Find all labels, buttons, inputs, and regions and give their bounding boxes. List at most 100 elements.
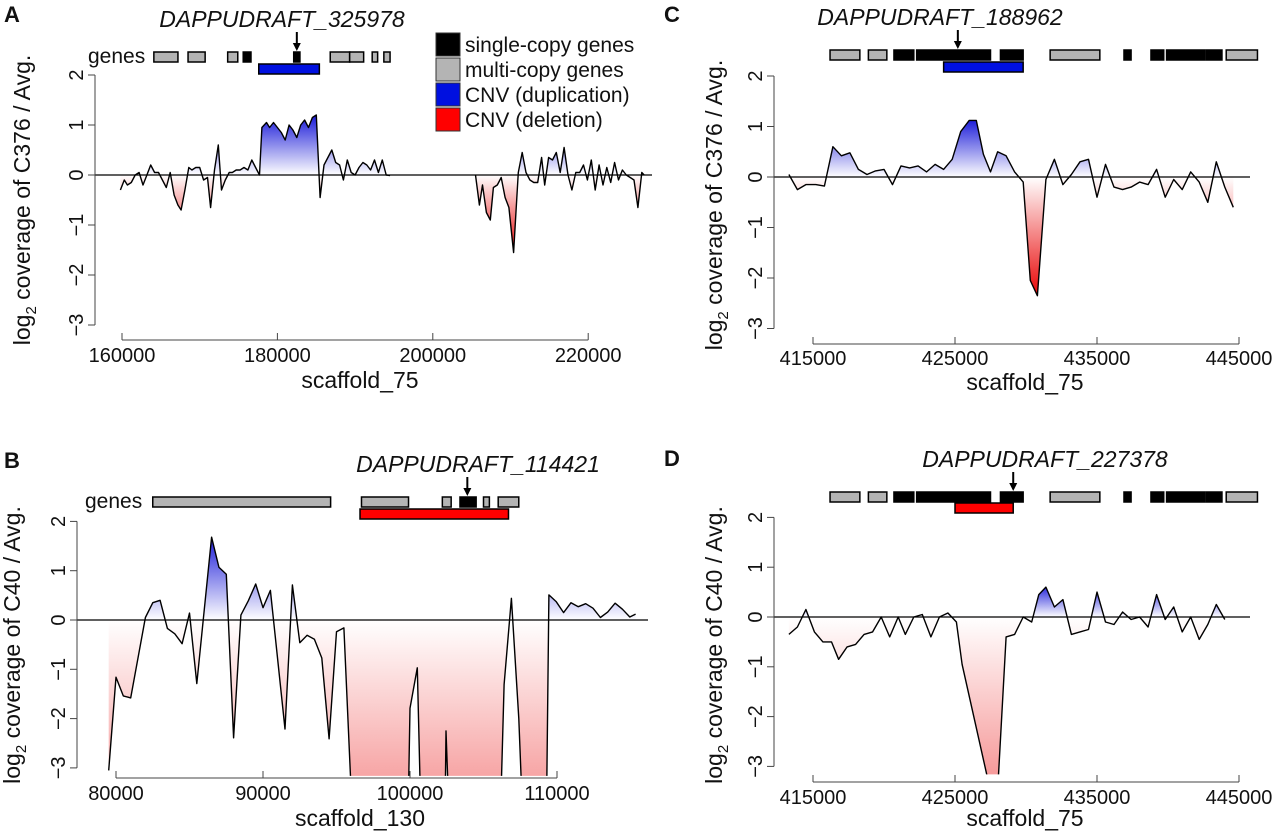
x-axis-label: scaffold_130 (295, 805, 425, 831)
y-tick-label: 1 (745, 562, 767, 573)
x-tick-label: 200000 (399, 345, 466, 367)
panel-letter: B (4, 448, 20, 473)
gene-title: DAPPUDRAFT_325978 (159, 6, 405, 32)
gene-title: DAPPUDRAFT_227378 (922, 446, 1168, 472)
multi-copy-gene (497, 496, 520, 508)
cnv-duplication-bar (258, 63, 321, 75)
coverage-line (788, 119, 1234, 297)
y-label-suffix: coverage of C40 / Avg. (701, 506, 727, 745)
x-tick-label: 435000 (1064, 787, 1131, 809)
coverage-line (119, 114, 391, 211)
single-copy-gene (915, 491, 992, 503)
panel-letter: D (664, 446, 680, 471)
duplication-area (788, 120, 1234, 177)
coverage-line (788, 586, 1226, 775)
y-tick-label: −3 (48, 756, 70, 779)
multi-copy-gene (829, 491, 861, 503)
y-tick-label: 0 (745, 611, 767, 622)
x-tick-label: 180000 (244, 345, 311, 367)
deletion-area (120, 175, 391, 210)
y-label-suffix: coverage of C40 / Avg. (0, 506, 25, 745)
multi-copy-gene (371, 51, 379, 63)
multi-copy-gene (153, 51, 179, 63)
single-copy-gene (1150, 49, 1165, 61)
x-tick-label: 160000 (89, 345, 156, 367)
y-axis-label: log2 coverage of C376 / Avg. (701, 60, 732, 351)
multi-copy-gene (441, 496, 452, 508)
coverage-line (108, 536, 636, 776)
cnv-deletion-bar (359, 508, 510, 520)
gene-title: DAPPUDRAFT_188962 (817, 4, 1063, 30)
y-label-prefix: log (701, 320, 727, 351)
y-tick-label: 1 (66, 119, 88, 130)
y-tick-label: 2 (745, 512, 767, 523)
deletion-area (788, 177, 1234, 296)
duplication-area (144, 537, 636, 620)
y-axis-label: log2 coverage of C40 / Avg. (0, 506, 30, 784)
duplication-area (120, 115, 391, 175)
multi-copy-gene (226, 51, 239, 63)
x-axis-label: scaffold_75 (966, 369, 1083, 395)
panel-letter: A (4, 2, 20, 27)
single-copy-gene (242, 51, 252, 63)
x-tick-label: 110000 (524, 783, 589, 805)
arrow-head-icon (1009, 483, 1018, 491)
y-axis-label: log2 coverage of C40 / Avg. (701, 506, 732, 784)
single-copy-gene (915, 49, 992, 61)
x-tick-label: 415000 (780, 787, 847, 809)
y-label-subscript: 2 (715, 745, 732, 753)
single-copy-gene (893, 49, 915, 61)
multi-copy-gene (1049, 49, 1101, 61)
cnv-deletion-bar (954, 502, 1014, 514)
single-copy-gene (999, 491, 1024, 503)
multi-copy-gene (1225, 491, 1259, 503)
legend-swatch (435, 32, 461, 57)
y-tick-label: −2 (745, 705, 767, 728)
arrow-head-icon (953, 41, 962, 49)
multi-copy-gene (867, 491, 888, 503)
legend-label: CNV (deletion) (465, 109, 603, 132)
coverage-line (474, 146, 645, 254)
single-copy-gene (1123, 49, 1132, 61)
single-copy-gene (292, 51, 301, 63)
panel-c: C DAPPUDRAFT_188962 2 1 0 −1 −2 −3 415000 425000 4… (664, 2, 1272, 395)
genes-track-label: genes (85, 490, 142, 513)
single-copy-gene (893, 491, 915, 503)
legend-label: CNV (duplication) (465, 84, 630, 107)
legend-label: multi-copy genes (465, 59, 624, 82)
x-tick-label: 90000 (235, 783, 291, 805)
legend-swatch (435, 82, 461, 107)
legend-swatch (435, 107, 461, 132)
y-tick-label: 0 (745, 171, 767, 182)
y-tick-label: 1 (745, 121, 767, 132)
deletion-area (108, 620, 636, 776)
y-tick-label: 2 (48, 516, 70, 527)
single-copy-gene (1205, 491, 1223, 503)
panel-letter: C (664, 2, 680, 27)
y-tick-label: −1 (48, 658, 70, 681)
single-copy-gene (1165, 49, 1206, 61)
y-label-prefix: log (9, 315, 35, 346)
gene-title: DAPPUDRAFT_114421 (356, 451, 600, 477)
x-tick-label: 435000 (1064, 348, 1131, 370)
deletion-area (475, 175, 645, 253)
y-tick-label: 0 (48, 614, 70, 625)
y-axis-label: log2 coverage of C376 / Avg. (9, 55, 40, 346)
plot-area (788, 119, 1234, 297)
y-tick-label: 2 (66, 69, 88, 80)
multi-copy-gene (329, 51, 351, 63)
y-tick-label: −1 (745, 216, 767, 239)
y-label-prefix: log (701, 753, 727, 784)
single-copy-gene (1150, 491, 1165, 503)
duplication-area (475, 147, 645, 175)
panel-d: D DAPPUDRAFT_227378 2 1 0 −1 −2 −3 415000 425000 4… (664, 446, 1272, 831)
y-tick-label: −1 (745, 655, 767, 678)
x-tick-label: 445000 (1206, 787, 1273, 809)
plot-area (108, 536, 636, 776)
y-tick-label: −2 (745, 267, 767, 290)
y-tick-label: −2 (66, 264, 88, 287)
y-tick-label: 2 (745, 70, 767, 81)
multi-copy-gene (867, 49, 888, 61)
